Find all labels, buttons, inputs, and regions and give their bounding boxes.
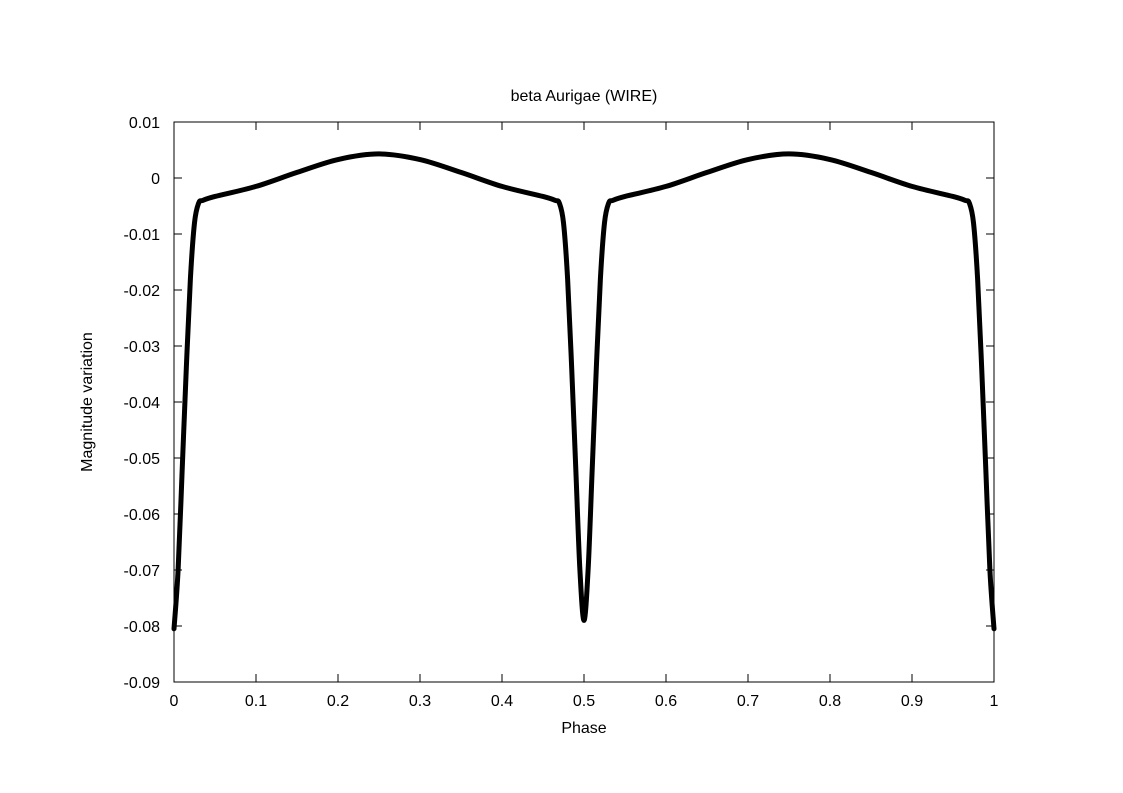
data-point	[201, 199, 204, 202]
data-point	[976, 277, 979, 280]
y-tick-label: -0.05	[124, 451, 161, 468]
y-tick-label: -0.06	[124, 507, 161, 524]
data-point	[574, 468, 577, 471]
data-point	[176, 568, 180, 572]
data-point	[664, 185, 668, 188]
y-tick-label: 0	[151, 171, 160, 188]
x-tick-label: 0.4	[491, 693, 513, 710]
data-point	[746, 158, 750, 161]
x-tick-label: 0.2	[327, 693, 349, 710]
data-point	[459, 171, 463, 174]
data-point	[869, 171, 873, 174]
data-point	[599, 277, 602, 280]
data-point	[968, 202, 971, 205]
data-point	[705, 171, 709, 174]
data-point	[988, 568, 992, 572]
data-point	[172, 627, 176, 630]
data-point	[558, 202, 561, 205]
y-tick-label: -0.07	[124, 563, 161, 580]
data-point	[984, 468, 987, 471]
y-tick-label: -0.02	[124, 283, 161, 300]
data-point	[910, 185, 914, 188]
data-point	[566, 277, 569, 280]
x-tick-label: 0	[170, 693, 179, 710]
data-point	[607, 202, 610, 205]
data-point	[185, 367, 188, 370]
data-point	[418, 158, 422, 161]
x-tick-label: 0.9	[901, 693, 923, 710]
y-axis-label: Magnitude variation	[79, 332, 96, 472]
x-tick-label: 1	[990, 693, 999, 710]
x-tick-label: 0.6	[655, 693, 677, 710]
x-tick-label: 0.8	[819, 693, 841, 710]
chart-title: beta Aurigae (WIRE)	[511, 88, 658, 105]
x-tick-label: 0.7	[737, 693, 759, 710]
data-point	[951, 195, 955, 198]
data-point	[197, 202, 200, 205]
y-tick-label: 0.01	[129, 115, 160, 132]
data-point	[591, 468, 594, 471]
data-point	[972, 221, 975, 224]
data-point	[611, 199, 614, 202]
data-point	[336, 158, 340, 161]
data-point	[787, 152, 791, 156]
data-point	[603, 221, 606, 224]
y-axis-ticks: 0.01 0 -0.01 -0.02 -0.03 -0.04 -0.05 -0.06 -0.07…	[124, 115, 994, 692]
x-axis-ticks: 0 0.1 0.2 0.3 0.4 0.5 0.6 0.7 0.8 0.9 1	[170, 122, 999, 710]
data-point	[295, 171, 299, 174]
data-point	[554, 199, 557, 202]
data-point	[562, 221, 565, 224]
y-tick-label: -0.09	[124, 675, 161, 692]
data-point	[828, 158, 832, 161]
data-point	[578, 568, 582, 572]
data-point	[595, 367, 598, 370]
data-point	[500, 185, 504, 188]
x-tick-label: 0.3	[409, 693, 431, 710]
data-point	[254, 185, 258, 188]
data-point	[193, 221, 196, 224]
data-point	[586, 568, 590, 572]
series-layer	[171, 151, 997, 632]
data-point	[541, 195, 545, 198]
data-point	[181, 468, 184, 471]
data-point	[980, 367, 983, 370]
data-point	[377, 152, 381, 156]
data-point	[964, 199, 967, 202]
y-tick-label: -0.01	[124, 227, 161, 244]
data-point	[623, 195, 627, 198]
y-tick-label: -0.03	[124, 339, 161, 356]
x-tick-label: 0.5	[573, 693, 595, 710]
y-tick-label: -0.04	[124, 395, 161, 412]
y-tick-label: -0.08	[124, 619, 161, 636]
data-point	[992, 627, 996, 630]
x-tick-label: 0.1	[245, 693, 267, 710]
data-point	[570, 367, 573, 370]
data-point	[582, 619, 586, 622]
x-axis-label: Phase	[561, 720, 606, 737]
data-point	[213, 195, 217, 198]
series-line	[171, 151, 997, 632]
data-point	[189, 277, 192, 280]
